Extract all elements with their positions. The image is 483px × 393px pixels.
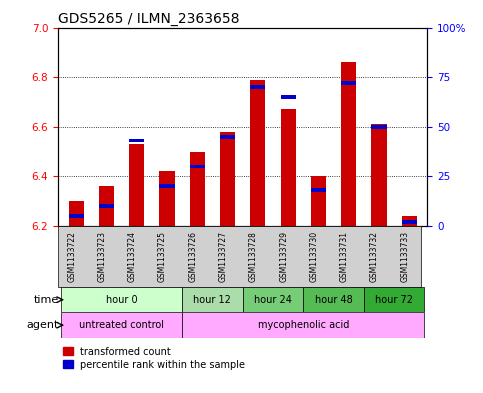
Bar [99, 204, 114, 208]
Text: untreated control: untreated control [79, 320, 164, 330]
Text: GSM1133725: GSM1133725 [158, 231, 167, 282]
Text: GSM1133727: GSM1133727 [219, 231, 227, 282]
Bar [220, 132, 235, 226]
FancyBboxPatch shape [182, 287, 243, 312]
Legend: transformed count, percentile rank within the sample: transformed count, percentile rank withi… [63, 347, 245, 370]
Text: hour 24: hour 24 [254, 295, 292, 305]
Text: GSM1133733: GSM1133733 [400, 231, 409, 282]
Text: GSM1133722: GSM1133722 [67, 231, 76, 282]
Text: hour 48: hour 48 [315, 295, 353, 305]
Text: agent: agent [26, 320, 58, 330]
Bar [190, 152, 205, 226]
Bar [402, 220, 417, 224]
FancyBboxPatch shape [243, 287, 303, 312]
Bar [129, 139, 144, 143]
Text: GSM1133726: GSM1133726 [188, 231, 197, 282]
Text: mycophenolic acid: mycophenolic acid [257, 320, 349, 330]
Bar [159, 184, 174, 188]
Text: GSM1133729: GSM1133729 [279, 231, 288, 282]
Bar [402, 216, 417, 226]
Bar [99, 186, 114, 226]
Text: GSM1133730: GSM1133730 [310, 231, 318, 282]
Bar [69, 201, 84, 226]
Bar [341, 81, 356, 85]
Bar [69, 214, 84, 218]
FancyBboxPatch shape [303, 287, 364, 312]
FancyBboxPatch shape [364, 287, 425, 312]
Text: GSM1133724: GSM1133724 [128, 231, 137, 282]
Text: GSM1133723: GSM1133723 [98, 231, 106, 282]
Bar [129, 144, 144, 226]
Bar [190, 165, 205, 168]
Text: time: time [33, 295, 58, 305]
Bar [371, 125, 386, 129]
Bar [159, 171, 174, 226]
FancyBboxPatch shape [182, 312, 425, 338]
Text: GSM1133732: GSM1133732 [370, 231, 379, 282]
Text: GDS5265 / ILMN_2363658: GDS5265 / ILMN_2363658 [58, 13, 240, 26]
Text: GSM1133731: GSM1133731 [340, 231, 349, 282]
Bar [281, 95, 296, 99]
Bar [371, 124, 386, 226]
Bar [281, 109, 296, 226]
Bar [220, 135, 235, 138]
FancyBboxPatch shape [58, 226, 421, 287]
Bar [250, 85, 266, 89]
Text: hour 12: hour 12 [194, 295, 231, 305]
Text: GSM1133728: GSM1133728 [249, 231, 258, 282]
FancyBboxPatch shape [61, 312, 182, 338]
FancyBboxPatch shape [61, 287, 182, 312]
Bar [250, 80, 266, 226]
Bar [311, 188, 326, 192]
Text: hour 0: hour 0 [106, 295, 137, 305]
Bar [341, 62, 356, 226]
Bar [311, 176, 326, 226]
Text: hour 72: hour 72 [375, 295, 413, 305]
